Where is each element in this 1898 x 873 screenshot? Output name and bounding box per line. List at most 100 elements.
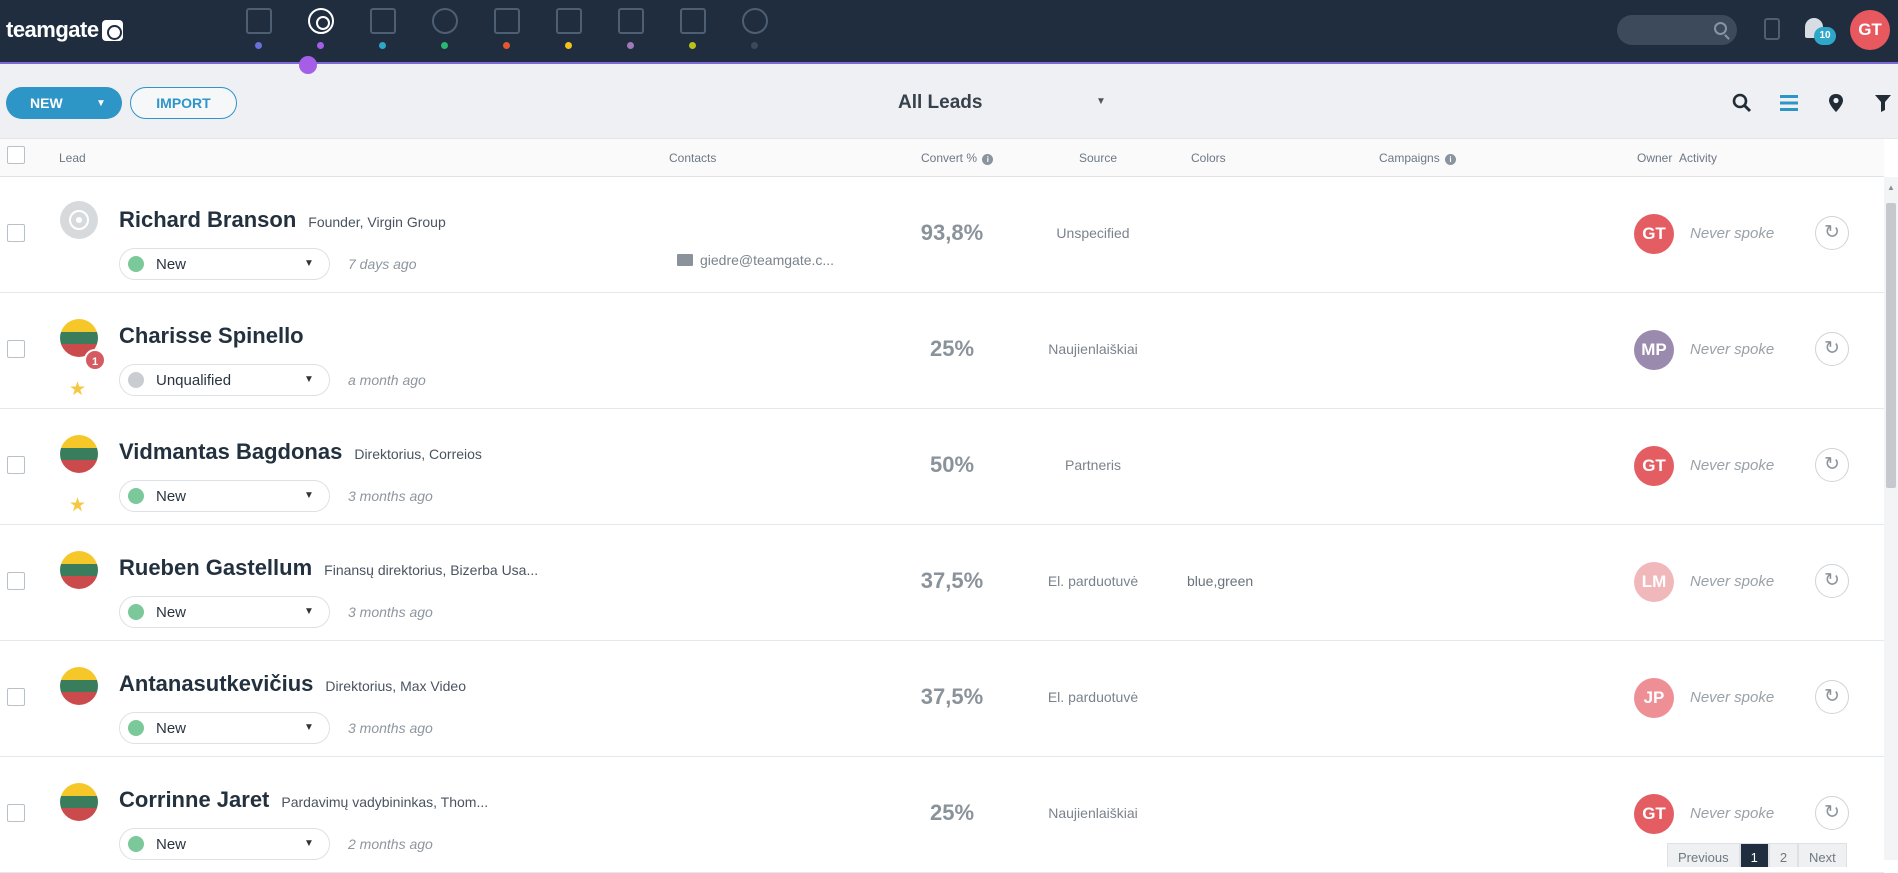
pagination-next[interactable]: Next	[1798, 843, 1847, 867]
lead-status-dropdown[interactable]: New ▼	[119, 828, 330, 860]
table-row[interactable]: Antanasutkevičius Direktorius, Max Video N…	[0, 641, 1884, 757]
owner-avatar[interactable]: GT	[1634, 446, 1674, 486]
column-header-owner[interactable]: Owner	[1637, 151, 1673, 165]
phone-icon[interactable]	[1764, 18, 1780, 40]
chevron-down-icon: ▼	[304, 722, 314, 733]
table-row[interactable]: Corrinne Jaret Pardavimų vadybininkas, Th…	[0, 757, 1884, 873]
owner-avatar[interactable]: LM	[1634, 562, 1674, 602]
select-all-checkbox[interactable]	[7, 146, 25, 164]
lead-name-link[interactable]: Antanasutkevičius Direktorius, Max Video	[119, 671, 466, 697]
inbox-icon	[618, 8, 644, 34]
import-button[interactable]: IMPORT	[130, 87, 237, 119]
row-checkbox[interactable]	[7, 224, 25, 242]
star-icon[interactable]: ★	[69, 495, 87, 516]
lead-notification-badge: 1	[84, 349, 106, 371]
leads-target-icon	[308, 8, 334, 34]
nav-color-dot	[317, 42, 324, 49]
lead-source: Naujienlaiškiai	[1048, 805, 1138, 821]
lead-status-dropdown[interactable]: New ▼	[119, 712, 330, 744]
search-icon[interactable]	[1718, 90, 1765, 116]
global-search-input[interactable]	[1617, 15, 1737, 45]
pagination-previous[interactable]: Previous	[1667, 843, 1740, 867]
user-avatar[interactable]: GT	[1850, 10, 1890, 50]
teamgate-logo[interactable]: teamgate	[6, 17, 123, 43]
column-header-contacts[interactable]: Contacts	[669, 151, 717, 165]
chevron-down-icon[interactable]: ▼	[96, 97, 106, 109]
lead-job-title: Finansų direktorius, Bizerba Usa...	[324, 562, 539, 578]
lead-name-link[interactable]: Charisse Spinello	[119, 323, 304, 349]
filter-icon[interactable]	[1859, 90, 1898, 116]
scrollbar-thumb[interactable]	[1886, 203, 1896, 488]
documents-icon	[680, 8, 706, 34]
table-row[interactable]: Rueben Gastellum Finansų direktorius, Biz…	[0, 525, 1884, 641]
lead-name-link[interactable]: Rueben Gastellum Finansų direktorius, Biz…	[119, 555, 538, 581]
row-checkbox[interactable]	[7, 340, 25, 358]
new-button-label: NEW	[30, 95, 63, 111]
map-pin-icon[interactable]	[1812, 90, 1859, 116]
nav-item-companies-building[interactable]	[350, 4, 412, 54]
column-header-activity[interactable]: Activity	[1679, 151, 1718, 165]
lead-name-link[interactable]: Corrinne Jaret Pardavimų vadybininkas, Th…	[119, 787, 488, 813]
pagination-page-2[interactable]: 2	[1768, 843, 1799, 867]
nav-item-calendar[interactable]	[536, 4, 598, 54]
nav-item-dashboard[interactable]	[226, 4, 288, 54]
lead-email-link[interactable]: giedre@teamgate.c...	[677, 252, 834, 268]
chevron-down-icon: ▼	[1096, 96, 1106, 107]
nav-item-contacts-person[interactable]	[412, 4, 474, 54]
lithuania-flag-avatar-icon	[60, 435, 98, 473]
nav-item-inbox[interactable]	[598, 4, 660, 54]
lead-status-dropdown[interactable]: New ▼	[119, 248, 330, 280]
lead-source: Naujienlaiškiai	[1048, 341, 1138, 357]
row-checkbox[interactable]	[7, 688, 25, 706]
lead-last-activity: Never spoke	[1690, 689, 1775, 706]
nav-item-reports-pie[interactable]	[722, 4, 784, 54]
pagination: Previous 1 2 Next	[1667, 843, 1847, 867]
list-view-icon[interactable]	[1765, 90, 1812, 116]
lead-status-label: New	[156, 255, 187, 273]
active-module-indicator	[299, 56, 317, 74]
lead-name-link[interactable]: Richard Branson Founder, Virgin Group	[119, 207, 446, 233]
chevron-down-icon: ▼	[304, 490, 314, 501]
refresh-activity-icon[interactable]: ↻	[1815, 680, 1849, 714]
lead-status-dropdown[interactable]: Unqualified ▼	[119, 364, 330, 396]
column-header-source[interactable]: Source	[1079, 151, 1118, 165]
lead-last-activity: Never spoke	[1690, 573, 1775, 590]
owner-avatar[interactable]: MP	[1634, 330, 1674, 370]
pagination-page-1[interactable]: 1	[1739, 843, 1769, 867]
refresh-activity-icon[interactable]: ↻	[1815, 216, 1849, 250]
lead-last-activity: Never spoke	[1690, 225, 1775, 242]
table-row[interactable]: 1 ★ Charisse Spinello Unqualified ▼ a month a…	[0, 293, 1884, 409]
lead-status-dropdown[interactable]: New ▼	[119, 480, 330, 512]
lead-status-dropdown[interactable]: New ▼	[119, 596, 330, 628]
nav-item-leads-target[interactable]	[288, 4, 350, 54]
refresh-activity-icon[interactable]: ↻	[1815, 332, 1849, 366]
lead-last-activity: Never spoke	[1690, 805, 1775, 822]
column-header-colors[interactable]: Colors	[1191, 151, 1226, 165]
nav-item-deals-briefcase[interactable]	[474, 4, 536, 54]
star-icon[interactable]: ★	[69, 379, 87, 400]
column-header-campaigns[interactable]: Campaigns i	[1379, 151, 1457, 165]
new-lead-button[interactable]: NEW ▼	[6, 87, 122, 119]
column-header-lead[interactable]: Lead	[59, 151, 86, 165]
nav-color-dot	[255, 42, 262, 49]
status-color-dot	[128, 372, 144, 388]
owner-avatar[interactable]: GT	[1634, 214, 1674, 254]
lead-job-title: Direktorius, Max Video	[325, 678, 466, 694]
nav-item-documents[interactable]	[660, 4, 722, 54]
table-row[interactable]: Richard Branson Founder, Virgin Group New ▼…	[0, 177, 1884, 293]
scroll-up-arrow-icon[interactable]: ▲	[1887, 183, 1895, 192]
refresh-activity-icon[interactable]: ↻	[1815, 796, 1849, 830]
refresh-activity-icon[interactable]: ↻	[1815, 448, 1849, 482]
lead-convert-percent: 37,5%	[920, 568, 984, 593]
owner-avatar[interactable]: GT	[1634, 794, 1674, 834]
table-row[interactable]: ★ Vidmantas Bagdonas Direktorius, Correios…	[0, 409, 1884, 525]
lead-name-link[interactable]: Vidmantas Bagdonas Direktorius, Correios	[119, 439, 482, 465]
status-color-dot	[128, 256, 144, 272]
refresh-activity-icon[interactable]: ↻	[1815, 564, 1849, 598]
column-header-convert[interactable]: Convert % i	[921, 151, 994, 165]
row-checkbox[interactable]	[7, 456, 25, 474]
row-checkbox[interactable]	[7, 804, 25, 822]
owner-avatar[interactable]: JP	[1634, 678, 1674, 718]
row-checkbox[interactable]	[7, 572, 25, 590]
view-selector-dropdown[interactable]: All Leads ▼	[898, 88, 1108, 118]
